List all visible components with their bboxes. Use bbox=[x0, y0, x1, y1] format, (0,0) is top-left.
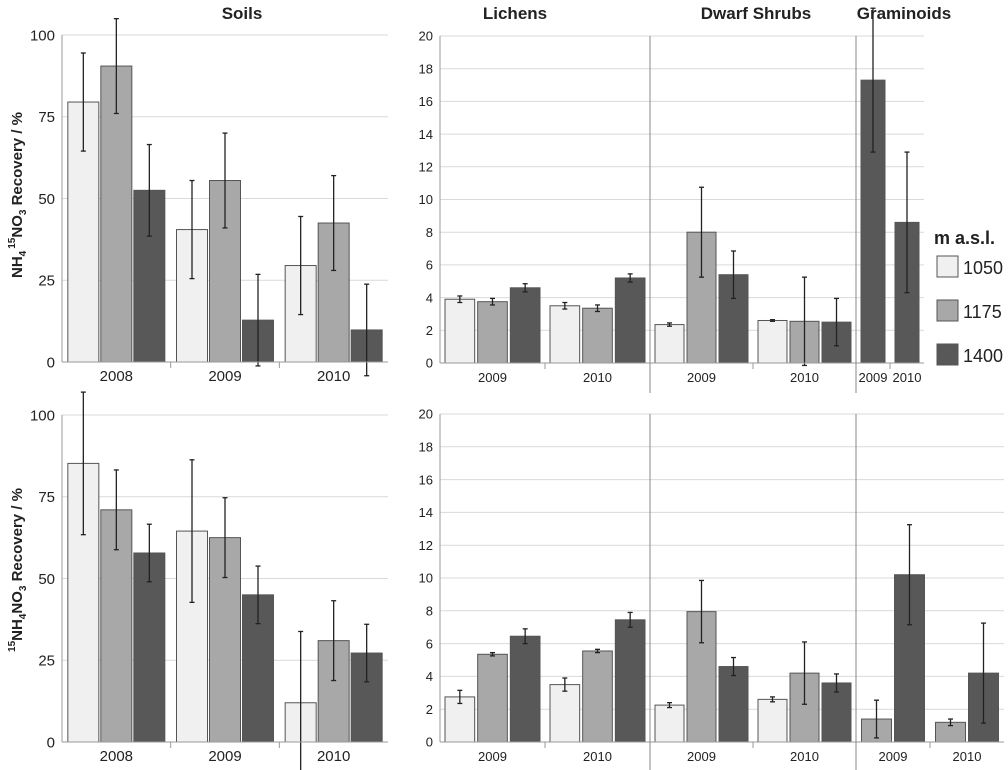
bottom-plants-xtick-label: 2009 bbox=[478, 749, 507, 764]
legend-title: m a.s.l. bbox=[934, 228, 995, 248]
top-plants-xtick-label: 2010 bbox=[893, 370, 922, 385]
bottom-soils-xtick-label: 2009 bbox=[208, 748, 241, 765]
top-soils-ytick-label: 50 bbox=[38, 191, 55, 208]
bottom-plants-bar bbox=[549, 684, 581, 743]
bottom-plants-xtick-label: 2010 bbox=[790, 749, 819, 764]
top-soils-ytick-label: 25 bbox=[38, 273, 55, 290]
bottom-plants-bar bbox=[477, 653, 508, 743]
top-plants-bar bbox=[582, 307, 613, 364]
top-plants-ytick-label: 10 bbox=[419, 192, 433, 207]
top-plants-ytick-label: 12 bbox=[419, 159, 433, 174]
top-soils-ytick-label: 100 bbox=[30, 27, 55, 44]
bars-layer bbox=[67, 65, 999, 743]
top-plants-xtick-label: 2009 bbox=[859, 370, 888, 385]
top-plants-ytick-label: 2 bbox=[426, 323, 433, 338]
top-soils-xtick-label: 2009 bbox=[208, 368, 241, 385]
top-plants-bar bbox=[444, 298, 476, 364]
bottom-soils-ytick-label: 75 bbox=[38, 489, 55, 506]
legend: m a.s.l. 1050 1175 1400 bbox=[934, 228, 1003, 366]
y-axis-label-bottom: 15NH4NO3 Recovery / % bbox=[7, 488, 29, 652]
header-graminoids: Graminoids bbox=[857, 4, 951, 23]
bottom-plants-ytick-label: 0 bbox=[426, 735, 433, 750]
bottom-plants-bar bbox=[509, 635, 541, 743]
legend-label-1175: 1175 bbox=[963, 302, 1002, 322]
top-plants-bar bbox=[860, 79, 886, 364]
top-soils-xtick-label: 2008 bbox=[100, 368, 133, 385]
top-plants-ytick-label: 16 bbox=[419, 94, 433, 109]
bottom-plants-ytick-label: 2 bbox=[426, 702, 433, 717]
y-axis-label-top: NH415NO3 Recovery / % bbox=[7, 112, 29, 278]
bottom-plants-bar bbox=[757, 698, 788, 743]
bottom-plants-xtick-label: 2010 bbox=[953, 749, 982, 764]
top-soils-xtick-label: 2010 bbox=[317, 368, 350, 385]
error-bars-layer bbox=[80, 7, 986, 770]
bottom-plants-ytick-label: 12 bbox=[419, 538, 433, 553]
top-plants-bar bbox=[654, 324, 685, 364]
header-dwarf-shrubs: Dwarf Shrubs bbox=[701, 4, 812, 23]
top-soils-ytick-label: 75 bbox=[38, 109, 55, 126]
legend-label-1400: 1400 bbox=[963, 346, 1003, 366]
bottom-plants-xtick-label: 2009 bbox=[687, 749, 716, 764]
top-plants-ytick-label: 8 bbox=[426, 225, 433, 240]
legend-swatch-1400 bbox=[936, 343, 959, 366]
bottom-soils-ytick-label: 25 bbox=[38, 653, 55, 670]
top-plants-ytick-label: 4 bbox=[426, 290, 433, 305]
bottom-plants-xtick-label: 2009 bbox=[879, 749, 908, 764]
bottom-plants-bar bbox=[718, 666, 749, 743]
top-plants-xtick-label: 2009 bbox=[687, 370, 716, 385]
bottom-soils-ytick-label: 50 bbox=[38, 571, 55, 588]
top-plants-ytick-label: 14 bbox=[419, 127, 433, 142]
top-plants-ytick-label: 6 bbox=[426, 258, 433, 273]
top-plants-bar bbox=[614, 277, 646, 364]
bottom-plants-bar bbox=[582, 650, 613, 743]
top-plants-ytick-label: 0 bbox=[426, 356, 433, 371]
top-plants-bar bbox=[477, 301, 508, 364]
bottom-plants-bar bbox=[614, 619, 646, 743]
bottom-soils-ytick-label: 100 bbox=[30, 407, 55, 424]
bottom-plants-ytick-label: 8 bbox=[426, 603, 433, 618]
top-plants-bar bbox=[549, 305, 581, 364]
bottom-plants-ytick-label: 14 bbox=[419, 505, 433, 520]
top-plants-xtick-label: 2010 bbox=[790, 370, 819, 385]
top-plants-xtick-label: 2009 bbox=[478, 370, 507, 385]
bottom-plants-bar bbox=[821, 682, 852, 743]
header-soils: Soils bbox=[222, 4, 263, 23]
bottom-plants-ytick-label: 20 bbox=[419, 407, 433, 422]
top-plants-bar bbox=[757, 319, 788, 364]
legend-label-1050: 1050 bbox=[963, 258, 1003, 278]
legend-swatch-1175 bbox=[936, 299, 959, 322]
bottom-plants-xtick-label: 2010 bbox=[583, 749, 612, 764]
header-lichens: Lichens bbox=[483, 4, 547, 23]
bottom-plants-ytick-label: 6 bbox=[426, 636, 433, 651]
top-plants-bar bbox=[509, 287, 541, 364]
bottom-plants-bar bbox=[654, 704, 685, 743]
bottom-soils-xtick-label: 2008 bbox=[100, 748, 133, 765]
bottom-plants-ytick-label: 18 bbox=[419, 439, 433, 454]
top-soils-ytick-label: 0 bbox=[47, 354, 55, 371]
legend-swatch-1050 bbox=[936, 255, 959, 278]
top-plants-ytick-label: 18 bbox=[419, 61, 433, 76]
bottom-plants-ytick-label: 4 bbox=[426, 669, 433, 684]
axes-layer bbox=[61, 35, 1004, 770]
bottom-soils-ytick-label: 0 bbox=[47, 734, 55, 751]
bottom-soils-bar bbox=[133, 552, 166, 743]
bottom-plants-ytick-label: 16 bbox=[419, 472, 433, 487]
bottom-soils-xtick-label: 2010 bbox=[317, 748, 350, 765]
top-plants-ytick-label: 20 bbox=[419, 29, 433, 44]
bottom-plants-bar bbox=[444, 696, 476, 743]
top-plants-xtick-label: 2010 bbox=[583, 370, 612, 385]
bottom-plants-ytick-label: 10 bbox=[419, 571, 433, 586]
